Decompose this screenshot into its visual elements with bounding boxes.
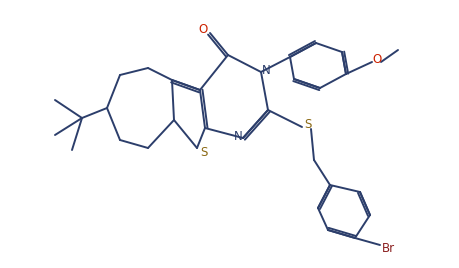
Text: N: N (261, 64, 270, 76)
Text: Br: Br (381, 243, 394, 255)
Text: N: N (233, 129, 242, 143)
Text: O: O (198, 23, 207, 35)
Text: S: S (304, 117, 311, 131)
Text: S: S (200, 146, 207, 158)
Text: O: O (372, 53, 381, 65)
